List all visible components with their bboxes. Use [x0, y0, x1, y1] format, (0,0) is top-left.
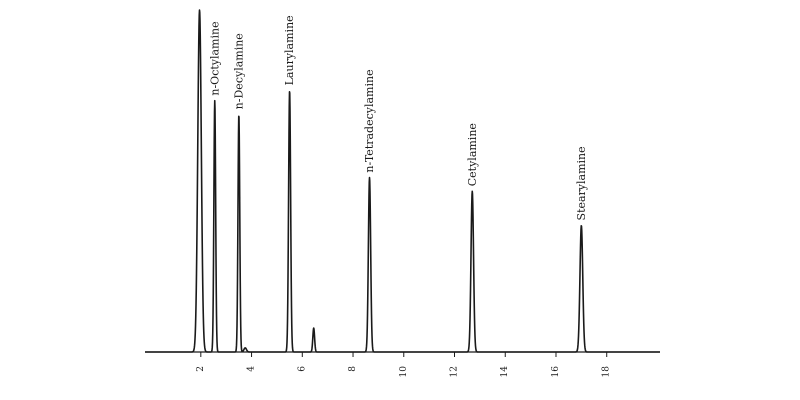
- x-axis: 2 4 6 8 10 12 14 16 18: [145, 351, 660, 378]
- x-tick-label: 4: [247, 366, 257, 372]
- peak-labels: n-Octylamine n-Decylamine Laurylamine n-Tet…: [208, 15, 588, 220]
- peak-label: n-Tetradecylamine: [363, 69, 376, 172]
- x-tick-label: 18: [602, 366, 612, 378]
- x-tick-label: 6: [297, 366, 307, 372]
- x-tick-label: 12: [450, 366, 460, 377]
- x-tick-label: 10: [399, 366, 409, 378]
- peak-label: Cetylamine: [466, 123, 479, 186]
- x-tick-label: 14: [500, 366, 510, 378]
- x-tick-label: 16: [551, 366, 561, 378]
- peak-label: n-Octylamine: [208, 21, 221, 95]
- x-tick-label: 8: [348, 366, 358, 372]
- peak-label: Laurylamine: [283, 15, 296, 85]
- x-tick-label: 2: [196, 366, 206, 372]
- peak-label: Stearylamine: [575, 146, 588, 220]
- peak-label: n-Decylamine: [232, 33, 245, 109]
